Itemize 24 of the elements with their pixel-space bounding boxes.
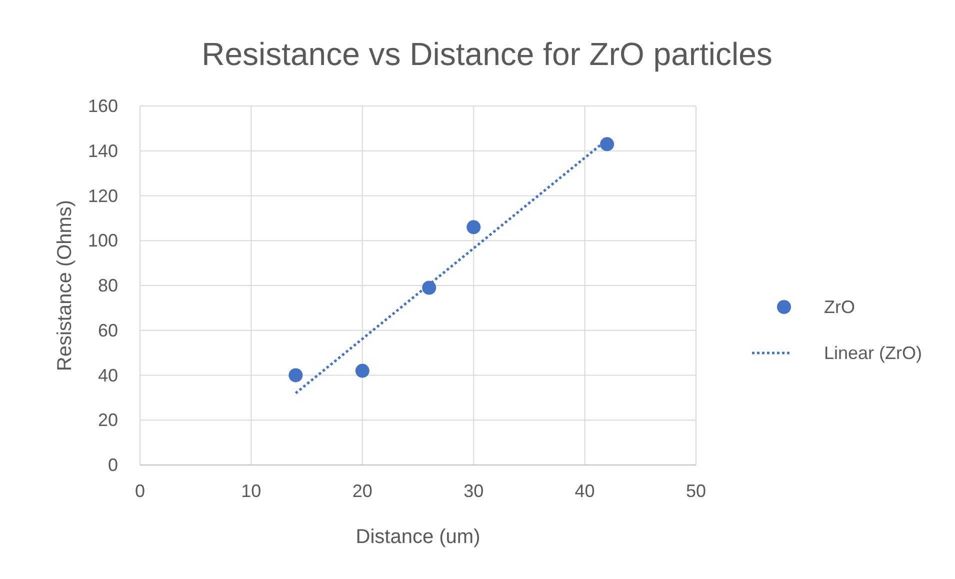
x-axis-title: Distance (um): [356, 526, 480, 548]
y-tick-label: 60: [98, 320, 118, 340]
x-tick-label: 10: [241, 481, 262, 501]
point: [288, 368, 303, 382]
y-tick-label: 160: [88, 96, 118, 116]
y-tick-label: 0: [108, 455, 118, 475]
x-tick-label: 20: [352, 481, 372, 501]
point: [466, 220, 481, 234]
y-tick-label: 120: [88, 186, 118, 206]
y-tick-label: 20: [98, 410, 118, 430]
y-tick-label: 40: [98, 365, 118, 386]
y-tick-label: 80: [98, 276, 118, 296]
y-tick-label: 100: [88, 230, 118, 251]
x-tick-label: 30: [464, 481, 484, 501]
point: [355, 364, 370, 378]
y-axis-title: Resistance (Ohms): [54, 200, 76, 372]
chart-title: Resistance vs Distance for ZrO particles: [202, 36, 772, 72]
point: [600, 137, 614, 152]
x-tick-label: 0: [134, 481, 146, 501]
y-tick-label: 140: [88, 140, 118, 161]
legend-label: ZrO: [824, 297, 855, 317]
legend-label: Linear (ZrO): [824, 343, 922, 363]
x-tick-label: 40: [574, 481, 595, 501]
x-tick-label: 50: [686, 481, 706, 501]
